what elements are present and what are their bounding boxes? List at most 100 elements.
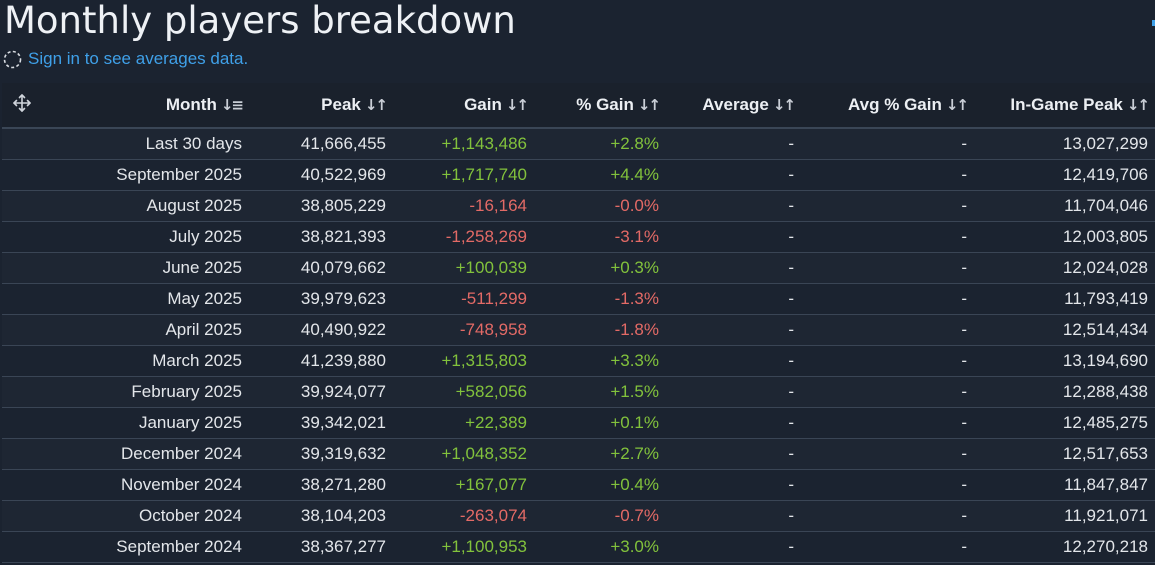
row-spacer (2, 190, 60, 221)
column-label: In-Game Peak (1010, 95, 1123, 114)
sort-arrows-icon: ↓↑ (945, 96, 969, 114)
cell-avg-pct-gain: - (961, 319, 967, 339)
cell-peak: 39,342,021 (300, 412, 386, 432)
table-row: June 2025 40,079,662 +100,039 +0.3% - - 12,024… (2, 252, 1155, 283)
sort-arrows-icon: ↓↑ (637, 96, 661, 114)
cell-pct-gain: +1.5% (610, 381, 659, 401)
cell-gain: +1,100,953 (441, 536, 527, 556)
column-label: Gain (464, 95, 502, 114)
column-header-peak[interactable]: Peak ↓↑ (277, 83, 414, 129)
cell-gain: -263,074 (459, 505, 527, 525)
cell-ingame-peak: 11,847,847 (1064, 474, 1148, 494)
table-row: August 2025 38,805,229 -16,164 -0.0% - - 11,70… (2, 190, 1155, 221)
cell-gain: +22,389 (465, 412, 527, 432)
cell-ingame-peak: 11,793,419 (1064, 288, 1148, 308)
cell-average: - (788, 164, 794, 184)
cell-average: - (788, 443, 794, 463)
column-reorder-handle[interactable] (2, 83, 60, 129)
cell-peak: 41,239,880 (300, 350, 386, 370)
row-spacer (2, 345, 60, 376)
cell-gain: -16,164 (469, 195, 527, 215)
sort-arrows-icon: ↓↑ (364, 96, 388, 114)
table-row: October 2024 38,104,203 -263,074 -0.7% - - 11,… (2, 500, 1155, 531)
cell-average: - (788, 133, 794, 153)
cell-avg-pct-gain: - (961, 288, 967, 308)
edge-indicator (1152, 20, 1155, 26)
cell-month: May 2025 (167, 288, 242, 308)
row-spacer (2, 438, 60, 469)
cell-month: August 2025 (146, 195, 242, 215)
cell-avg-pct-gain: - (961, 226, 967, 246)
table-body: Last 30 days 41,666,455 +1,143,486 +2.8% - -1… (2, 128, 1155, 562)
sort-descending-icon: ↓≡ (220, 96, 244, 114)
table-header-row: Month ↓≡ Peak ↓↑ Gain ↓↑ % Gain ↓↑ Average ↓↑… (2, 83, 1155, 129)
cell-peak: 40,490,922 (300, 319, 386, 339)
table-row: April 2025 40,490,922 -748,958 -1.8% - - 12,51… (2, 314, 1155, 345)
cell-ingame-peak: 13,027,299 (1062, 133, 1148, 153)
page-title: Monthly players breakdown (4, 0, 516, 42)
row-spacer (2, 469, 60, 500)
column-label: % Gain (576, 95, 634, 114)
column-header-month[interactable]: Month ↓≡ (60, 83, 277, 129)
move-arrows-icon (12, 93, 32, 117)
cell-avg-pct-gain: - (961, 381, 967, 401)
cell-peak: 41,666,455 (300, 133, 386, 153)
cell-pct-gain: -1.8% (614, 319, 659, 339)
sort-arrows-icon: ↓↑ (1126, 96, 1150, 114)
cell-ingame-peak: 12,024,028 (1062, 257, 1148, 277)
cell-gain: -1,258,269 (445, 226, 527, 246)
column-header-avg-pct-gain[interactable]: Avg % Gain ↓↑ (818, 83, 994, 129)
cell-avg-pct-gain: - (961, 536, 967, 556)
row-spacer (2, 314, 60, 345)
cell-gain: +1,717,740 (441, 164, 527, 184)
cell-month: February 2025 (131, 381, 242, 401)
cell-avg-pct-gain: - (961, 133, 967, 153)
row-spacer (2, 221, 60, 252)
cell-peak: 40,522,969 (300, 164, 386, 184)
cell-pct-gain: +2.7% (610, 443, 659, 463)
column-label: Month (165, 95, 217, 114)
row-spacer (2, 159, 60, 190)
cell-ingame-peak: 12,514,434 (1062, 319, 1148, 339)
cell-ingame-peak: 12,270,218 (1062, 536, 1148, 556)
cell-peak: 39,979,623 (300, 288, 386, 308)
monthly-players-table: Month ↓≡ Peak ↓↑ Gain ↓↑ % Gain ↓↑ Average ↓↑… (2, 83, 1155, 563)
cell-peak: 38,821,393 (300, 226, 386, 246)
column-header-pct-gain[interactable]: % Gain ↓↑ (551, 83, 678, 129)
column-label: Avg % Gain (848, 95, 942, 114)
cell-pct-gain: -0.7% (614, 505, 659, 525)
column-label: Peak (321, 95, 361, 114)
cell-ingame-peak: 13,194,690 (1062, 350, 1148, 370)
cell-ingame-peak: 12,517,653 (1062, 443, 1148, 463)
cell-pct-gain: -3.1% (614, 226, 659, 246)
cell-average: - (788, 226, 794, 246)
cell-average: - (788, 474, 794, 494)
cell-average: - (788, 381, 794, 401)
cell-average: - (788, 412, 794, 432)
cell-average: - (788, 319, 794, 339)
column-header-gain[interactable]: Gain ↓↑ (414, 83, 551, 129)
column-header-average[interactable]: Average ↓↑ (678, 83, 818, 129)
signin-link[interactable]: Sign in to see averages data. (28, 49, 249, 68)
cell-peak: 39,319,632 (300, 443, 386, 463)
cell-peak: 40,079,662 (300, 257, 386, 277)
cell-gain: +1,143,486 (441, 133, 527, 153)
table-row: January 2025 39,342,021 +22,389 +0.1% - - 12,4… (2, 407, 1155, 438)
row-spacer (2, 407, 60, 438)
loading-circle-icon (3, 50, 22, 69)
cell-month: Last 30 days (145, 133, 242, 153)
cell-peak: 38,805,229 (300, 195, 386, 215)
cell-ingame-peak: 12,288,438 (1062, 381, 1148, 401)
cell-ingame-peak: 11,921,071 (1064, 505, 1148, 525)
cell-ingame-peak: 12,419,706 (1062, 164, 1148, 184)
cell-gain: +100,039 (455, 257, 527, 277)
cell-avg-pct-gain: - (961, 443, 967, 463)
column-header-ingame-peak[interactable]: In-Game Peak ↓↑ (994, 83, 1155, 129)
row-spacer (2, 252, 60, 283)
cell-month: July 2025 (169, 226, 242, 246)
row-spacer (2, 283, 60, 314)
cell-month: September 2025 (116, 164, 242, 184)
row-spacer (2, 531, 60, 562)
cell-month: September 2024 (116, 536, 242, 556)
